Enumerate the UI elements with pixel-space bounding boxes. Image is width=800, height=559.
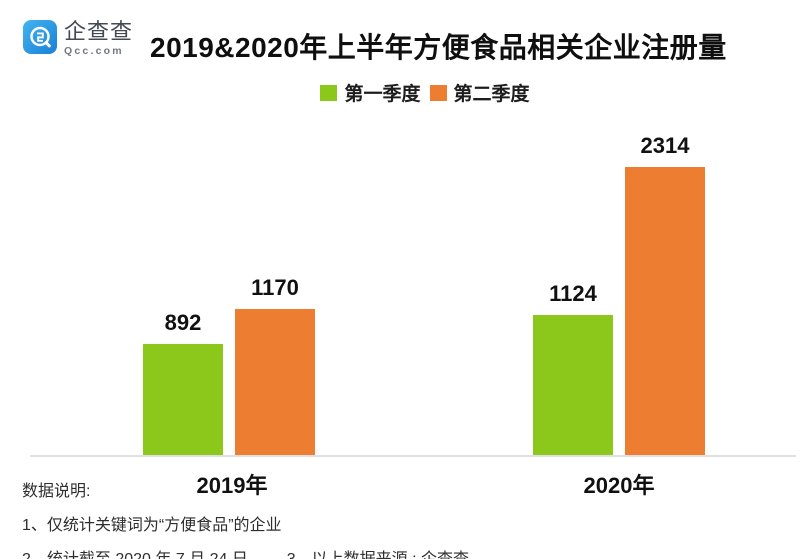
note-data-source: 3、以上数据来源 : 企查查 bbox=[287, 545, 469, 559]
legend-item-q2: 第二季度 bbox=[429, 79, 530, 106]
data-notes: 数据说明: 1、仅统计关键词为“方便食品”的企业 2、统计截至 2020 年 7… bbox=[22, 477, 469, 559]
notes-line-1: 1、仅统计关键词为“方便食品”的企业 bbox=[22, 517, 282, 534]
chart-title: 2019&2020年上半年方便食品相关企业注册量 bbox=[150, 32, 727, 63]
notes-heading: 数据说明: bbox=[22, 483, 91, 500]
bar-value-2019-q1: 892 bbox=[164, 310, 202, 335]
x-axis-label-2020: 2020年 bbox=[583, 473, 655, 498]
bar-value-2020-q1: 1124 bbox=[549, 281, 597, 306]
legend-label-q1: 第一季度 bbox=[344, 84, 421, 105]
x-axis-line bbox=[30, 455, 796, 457]
chart-legend: 第一季度 第二季度 bbox=[50, 79, 800, 106]
q1-color-swatch bbox=[320, 84, 338, 101]
note-cutoff-date: 2、统计截至 2020 年 7 月 24 日 bbox=[22, 545, 248, 559]
bar-2020-q2: 2314 bbox=[625, 133, 705, 455]
bar-value-2019-q2: 1170 bbox=[251, 275, 299, 300]
notes-line-2: 2、统计截至 2020 年 7 月 24 日 3、以上数据来源 : 企查查 bbox=[22, 545, 469, 559]
logo-company-name: 企查查 bbox=[64, 19, 134, 44]
legend-item-q1: 第一季度 bbox=[320, 79, 421, 106]
bar-2019-q2: 1170 bbox=[235, 275, 315, 455]
bar-2019-q1: 892 bbox=[143, 310, 223, 455]
bar-2020-q1: 1124 bbox=[533, 281, 613, 455]
qcc-logo: 企查查 Qcc.com bbox=[23, 20, 133, 57]
bar-chart-plot-area: 892 1170 1124 2314 bbox=[143, 133, 705, 455]
q2-color-swatch bbox=[429, 84, 447, 101]
legend-label-q2: 第二季度 bbox=[453, 84, 530, 105]
x-axis-label-2019: 2019年 bbox=[196, 473, 268, 498]
qcc-q-spiral-icon bbox=[23, 20, 57, 54]
bar-value-2020-q2: 2314 bbox=[640, 133, 690, 158]
logo-domain: Qcc.com bbox=[64, 45, 124, 57]
